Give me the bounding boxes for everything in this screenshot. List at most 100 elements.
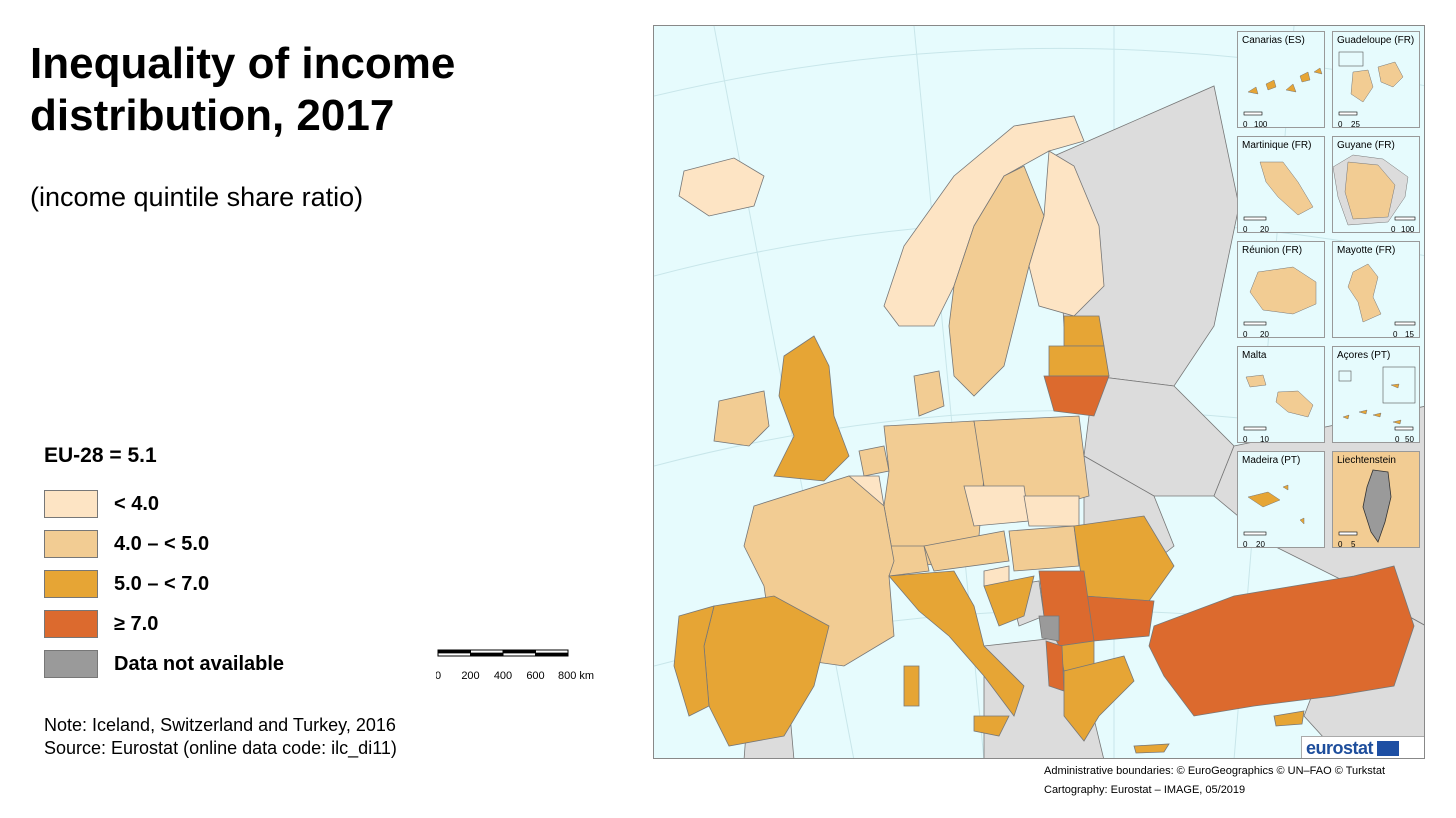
- inset-guyane-shape: 0 100: [1333, 154, 1416, 233]
- inset-martinique: Martinique (FR) 0 20: [1237, 136, 1325, 233]
- inset-martinique-shape: 0 20: [1243, 161, 1314, 233]
- inset-label-madeira: Madeira (PT): [1242, 455, 1301, 466]
- inset-scale-guadeloupe-0: 0: [1338, 120, 1343, 128]
- inset-label-acores: Açores (PT): [1337, 350, 1391, 361]
- spain: [703, 595, 830, 747]
- scale-bar: 0 200 400 600 800 km: [436, 649, 594, 682]
- inset-scale-acores-0: 0: [1395, 435, 1400, 443]
- inset-label-malta: Malta: [1242, 350, 1267, 361]
- albania: [1045, 640, 1065, 692]
- inset-scale-madeira-0: 0: [1243, 540, 1248, 548]
- map-frame: Canarias (ES) 0 100 Guadeloupe (FR) 0 25…: [653, 25, 1425, 759]
- inset-acores-shape: 0 50: [1338, 366, 1416, 443]
- croatia: [983, 575, 1035, 627]
- legend-label-na: Data not available: [114, 652, 285, 675]
- inset-scale-guyane-1: 100: [1401, 225, 1415, 233]
- inset-malta: Malta 0 10: [1237, 346, 1325, 443]
- inset-canarias: Canarias (ES) 0 100: [1237, 31, 1325, 128]
- legend-item-5to7: 5.0 – < 7.0: [44, 564, 284, 604]
- legend: < 4.0 4.0 – < 5.0 5.0 – < 7.0 ≥ 7.0 Data…: [44, 484, 284, 684]
- denmark: [913, 370, 945, 417]
- greece: [1063, 655, 1135, 742]
- notes: Note: Iceland, Switzerland and Turkey, 2…: [44, 714, 397, 760]
- map-title: Inequality of income distribution, 2017: [30, 39, 456, 140]
- inset-label-martinique: Martinique (FR): [1242, 140, 1312, 151]
- inset-mayotte-shape: 0 15: [1347, 263, 1416, 338]
- hungary: [1008, 525, 1080, 572]
- sweden: [948, 165, 1045, 397]
- portugal: [673, 605, 715, 717]
- inset-scale-canarias-0: 0: [1243, 120, 1248, 128]
- czechia: [963, 485, 1030, 527]
- legend-label-4to5: 4.0 – < 5.0: [114, 532, 210, 555]
- inset-scale-canarias-1: 100: [1254, 120, 1268, 128]
- inset-scale-acores-1: 50: [1405, 435, 1414, 443]
- credit-boundaries: Administrative boundaries: © EuroGeograp…: [1044, 765, 1386, 777]
- inset-label-canarias: Canarias (ES): [1242, 35, 1305, 46]
- inset-acores: Açores (PT) 0 50: [1332, 346, 1420, 443]
- latvia: [1048, 345, 1110, 377]
- inset-scale-reunion-1: 20: [1260, 330, 1269, 338]
- legend-swatch-na: [44, 650, 98, 678]
- bulgaria: [1083, 595, 1155, 642]
- legend-item-na: Data not available: [44, 644, 284, 684]
- inset-scale-martinique-1: 20: [1260, 225, 1269, 233]
- legend-heading: EU-28 = 5.1: [44, 444, 157, 467]
- crete: [1133, 743, 1170, 754]
- source-text: Source: Eurostat (online data code: ilc_…: [44, 738, 397, 758]
- scale-tick-400: 400: [494, 670, 512, 682]
- inset-liechtenstein: Liechtenstein 0 5: [1332, 451, 1420, 548]
- italy: [888, 570, 1025, 717]
- ireland: [713, 390, 770, 447]
- legend-swatch-ge7: [44, 610, 98, 638]
- inset-scale-martinique-0: 0: [1243, 225, 1248, 233]
- scale-tick-800km: 800 km: [558, 670, 594, 682]
- legend-swatch-4to5: [44, 530, 98, 558]
- legend-label-5to7: 5.0 – < 7.0: [114, 572, 210, 595]
- lithuania: [1043, 375, 1110, 417]
- austria: [923, 530, 1010, 572]
- note-text: Note: Iceland, Switzerland and Turkey, 2…: [44, 715, 396, 735]
- inset-madeira: Madeira (PT) 0 20: [1237, 451, 1325, 548]
- inset-scale-madeira-1: 20: [1256, 540, 1265, 548]
- map-subtitle: (income quintile share ratio): [30, 182, 364, 212]
- sardinia: [903, 665, 920, 707]
- inset-guyane: Guyane (FR) 0 100: [1332, 136, 1420, 233]
- montenegro: [1038, 615, 1060, 642]
- inset-reunion: Réunion (FR) 0 20: [1237, 241, 1325, 338]
- credit-cartography: Cartography: Eurostat – IMAGE, 05/2019: [1044, 784, 1246, 796]
- inset-scale-liechtenstein-0: 0: [1338, 540, 1343, 548]
- eu-flag-icon: [1377, 740, 1400, 756]
- legend-swatch-5to7: [44, 570, 98, 598]
- iceland: [678, 157, 765, 217]
- legend-item-4to5: 4.0 – < 5.0: [44, 524, 284, 564]
- inset-label-reunion: Réunion (FR): [1242, 245, 1303, 256]
- inset-scale-guyane-0: 0: [1391, 225, 1396, 233]
- sicily: [973, 715, 1010, 737]
- inset-malta-shape: 0 10: [1243, 374, 1314, 443]
- inset-madeira-shape: 0 20: [1243, 484, 1305, 548]
- united-kingdom: [773, 335, 850, 482]
- inset-label-guyane: Guyane (FR): [1337, 140, 1395, 151]
- legend-label-lt4: < 4.0: [114, 492, 160, 515]
- scale-tick-600: 600: [526, 670, 544, 682]
- cyprus: [1273, 710, 1305, 727]
- slovakia: [1023, 495, 1080, 527]
- estonia: [1063, 315, 1105, 347]
- scale-tick-200: 200: [461, 670, 479, 682]
- turkey: [1148, 565, 1415, 717]
- legend-item-lt4: < 4.0: [44, 484, 284, 524]
- logo-text: eurostat: [1306, 737, 1374, 758]
- inset-guadeloupe-shape: 0 25: [1338, 51, 1404, 128]
- inset-liechtenstein-shape: 0 5: [1338, 469, 1392, 548]
- inset-scale-mayotte-1: 15: [1405, 330, 1414, 338]
- inset-scale-mayotte-0: 0: [1393, 330, 1398, 338]
- scale-tick-0: 0: [436, 670, 441, 682]
- inset-canarias-shape: 0 100: [1243, 67, 1323, 128]
- inset-mayotte: Mayotte (FR) 0 15: [1332, 241, 1420, 338]
- inset-guadeloupe: Guadeloupe (FR) 0 25: [1332, 31, 1420, 128]
- inset-scale-malta-1: 10: [1260, 435, 1269, 443]
- inset-scale-guadeloupe-1: 25: [1351, 120, 1360, 128]
- netherlands: [858, 445, 890, 477]
- legend-item-ge7: ≥ 7.0: [44, 604, 284, 644]
